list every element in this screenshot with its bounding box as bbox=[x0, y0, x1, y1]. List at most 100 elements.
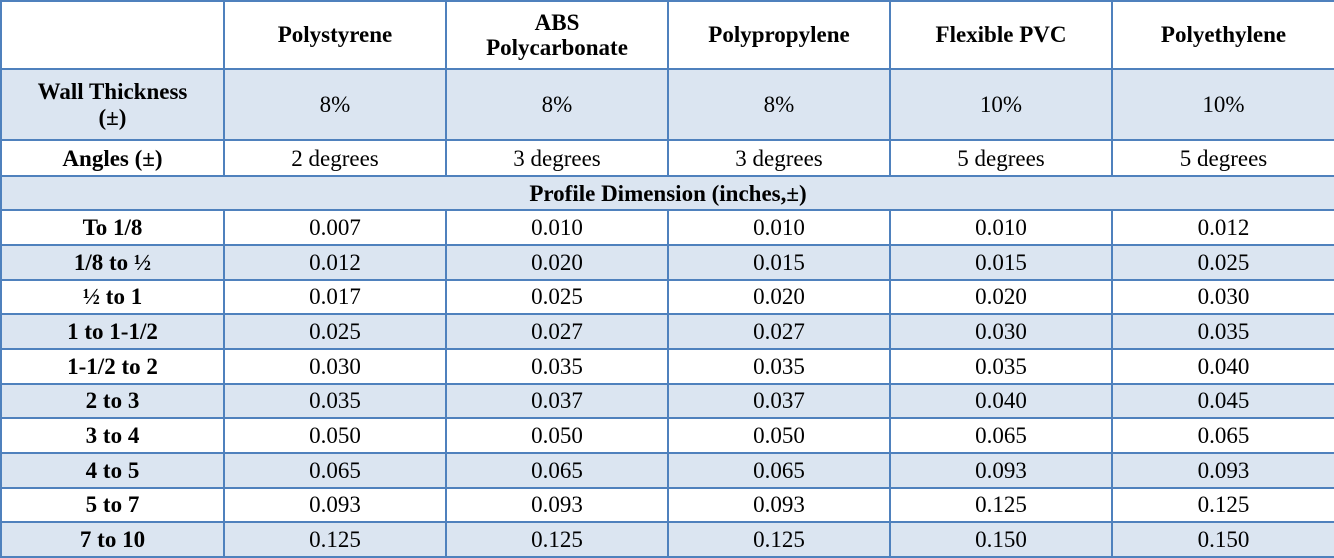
value-cell: 0.030 bbox=[889, 313, 1113, 350]
value-cell: 0.050 bbox=[223, 417, 447, 454]
value-cell: 0.150 bbox=[889, 521, 1113, 558]
value-cell: 0.025 bbox=[1111, 244, 1334, 281]
value-cell: 0.015 bbox=[667, 244, 891, 281]
header-text: ABS Polycarbonate bbox=[486, 9, 628, 61]
profile-row: 5 to 7 0.093 0.093 0.093 0.125 0.125 bbox=[0, 486, 1334, 524]
value-cell: 10% bbox=[889, 68, 1113, 142]
value-cell: 0.027 bbox=[445, 313, 669, 350]
value-cell: 0.030 bbox=[1111, 278, 1334, 316]
value-cell: 0.093 bbox=[889, 451, 1113, 489]
value-cell: 5 degrees bbox=[889, 139, 1113, 178]
value-cell: 10% bbox=[1111, 68, 1334, 142]
value-cell: 5 degrees bbox=[1111, 139, 1334, 178]
value-cell: 2 degrees bbox=[223, 139, 447, 178]
header-cell: Polystyrene bbox=[223, 0, 447, 71]
value-cell: 0.007 bbox=[223, 209, 447, 247]
value-cell: 0.010 bbox=[445, 209, 669, 247]
value-cell: 0.065 bbox=[223, 451, 447, 489]
header-text: Polystyrene bbox=[277, 22, 393, 48]
value-cell: 0.037 bbox=[445, 382, 669, 420]
profile-row: 1-1/2 to 2 0.030 0.035 0.035 0.035 0.040 bbox=[0, 348, 1334, 385]
profile-row: 1/8 to ½ 0.012 0.020 0.015 0.015 0.025 bbox=[0, 244, 1334, 281]
header-cell: Flexible PVC bbox=[889, 0, 1113, 71]
row-label: 1 to 1-1/2 bbox=[67, 319, 158, 345]
value-cell: 0.017 bbox=[223, 278, 447, 316]
row-label: 4 to 5 bbox=[85, 457, 140, 483]
row-label-cell: Angles (±) bbox=[0, 139, 225, 178]
row-label: 2 to 3 bbox=[85, 388, 140, 414]
profile-row: 2 to 3 0.035 0.037 0.037 0.040 0.045 bbox=[0, 382, 1334, 420]
header-text: Polypropylene bbox=[708, 22, 850, 48]
corner-cell bbox=[0, 0, 225, 71]
value-cell: 0.065 bbox=[889, 417, 1113, 454]
value-cell: 0.035 bbox=[223, 382, 447, 420]
row-label: To 1/8 bbox=[82, 215, 143, 241]
value-cell: 0.093 bbox=[445, 486, 669, 524]
value-cell: 0.125 bbox=[667, 521, 891, 558]
row-label-cell: 1-1/2 to 2 bbox=[0, 348, 225, 385]
value-cell: 0.065 bbox=[445, 451, 669, 489]
value-cell: 0.030 bbox=[223, 348, 447, 385]
header-cell: ABS Polycarbonate bbox=[445, 0, 669, 71]
profile-row: 7 to 10 0.125 0.125 0.125 0.150 0.150 bbox=[0, 521, 1334, 558]
row-label-cell: 5 to 7 bbox=[0, 486, 225, 524]
header-cell: Polyethylene bbox=[1111, 0, 1334, 71]
header-row: Polystyrene ABS Polycarbonate Polypropylen… bbox=[0, 0, 1334, 71]
value-cell: 0.025 bbox=[223, 313, 447, 350]
row-label-cell: 4 to 5 bbox=[0, 451, 225, 489]
value-cell: 0.020 bbox=[445, 244, 669, 281]
row-label-cell: ½ to 1 bbox=[0, 278, 225, 316]
value-cell: 0.035 bbox=[667, 348, 891, 385]
value-cell: 0.040 bbox=[889, 382, 1113, 420]
profile-row: 4 to 5 0.065 0.065 0.065 0.093 0.093 bbox=[0, 451, 1334, 489]
value-cell: 0.125 bbox=[223, 521, 447, 558]
row-label-cell: 1 to 1-1/2 bbox=[0, 313, 225, 350]
header-cell: Polypropylene bbox=[667, 0, 891, 71]
value-cell: 0.025 bbox=[445, 278, 669, 316]
value-cell: 0.093 bbox=[223, 486, 447, 524]
value-cell: 0.012 bbox=[223, 244, 447, 281]
profile-row: ½ to 1 0.017 0.025 0.020 0.020 0.030 bbox=[0, 278, 1334, 316]
row-label: Wall Thickness (±) bbox=[37, 79, 188, 130]
value-cell: 0.012 bbox=[1111, 209, 1334, 247]
value-cell: 0.045 bbox=[1111, 382, 1334, 420]
value-cell: 0.010 bbox=[667, 209, 891, 247]
value-cell: 0.035 bbox=[1111, 313, 1334, 350]
value-cell: 0.040 bbox=[1111, 348, 1334, 385]
row-label: 1/8 to ½ bbox=[73, 249, 152, 275]
row-label-cell: 1/8 to ½ bbox=[0, 244, 225, 281]
value-cell: 0.093 bbox=[667, 486, 891, 524]
value-cell: 0.010 bbox=[889, 209, 1113, 247]
value-cell: 0.050 bbox=[667, 417, 891, 454]
value-cell: 0.050 bbox=[445, 417, 669, 454]
wall-thickness-row: Wall Thickness (±) 8% 8% 8% 10% 10% bbox=[0, 68, 1334, 142]
value-cell: 0.020 bbox=[667, 278, 891, 316]
row-label-cell: 3 to 4 bbox=[0, 417, 225, 454]
value-cell: 0.125 bbox=[1111, 486, 1334, 524]
section-cell: Profile Dimension (inches,±) bbox=[0, 175, 1334, 212]
value-cell: 0.020 bbox=[889, 278, 1113, 316]
header-text: Polyethylene bbox=[1160, 22, 1287, 48]
header-text: Flexible PVC bbox=[935, 22, 1067, 48]
value-cell: 0.065 bbox=[667, 451, 891, 489]
value-cell: 0.027 bbox=[667, 313, 891, 350]
value-cell: 8% bbox=[445, 68, 669, 142]
angles-row: Angles (±) 2 degrees 3 degrees 3 degrees 5 d… bbox=[0, 139, 1334, 178]
value-cell: 0.125 bbox=[445, 521, 669, 558]
value-cell: 8% bbox=[667, 68, 891, 142]
row-label-cell: Wall Thickness (±) bbox=[0, 68, 225, 142]
profile-row: 3 to 4 0.050 0.050 0.050 0.065 0.065 bbox=[0, 417, 1334, 454]
value-cell: 0.015 bbox=[889, 244, 1113, 281]
value-cell: 0.065 bbox=[1111, 417, 1334, 454]
value-cell: 3 degrees bbox=[445, 139, 669, 178]
row-label: Angles (±) bbox=[62, 145, 163, 171]
section-row: Profile Dimension (inches,±) bbox=[0, 175, 1334, 212]
profile-row: 1 to 1-1/2 0.025 0.027 0.027 0.030 0.035 bbox=[0, 313, 1334, 350]
row-label: 3 to 4 bbox=[85, 422, 140, 448]
row-label: ½ to 1 bbox=[82, 284, 143, 310]
row-label: 5 to 7 bbox=[85, 492, 140, 518]
row-label-cell: 2 to 3 bbox=[0, 382, 225, 420]
